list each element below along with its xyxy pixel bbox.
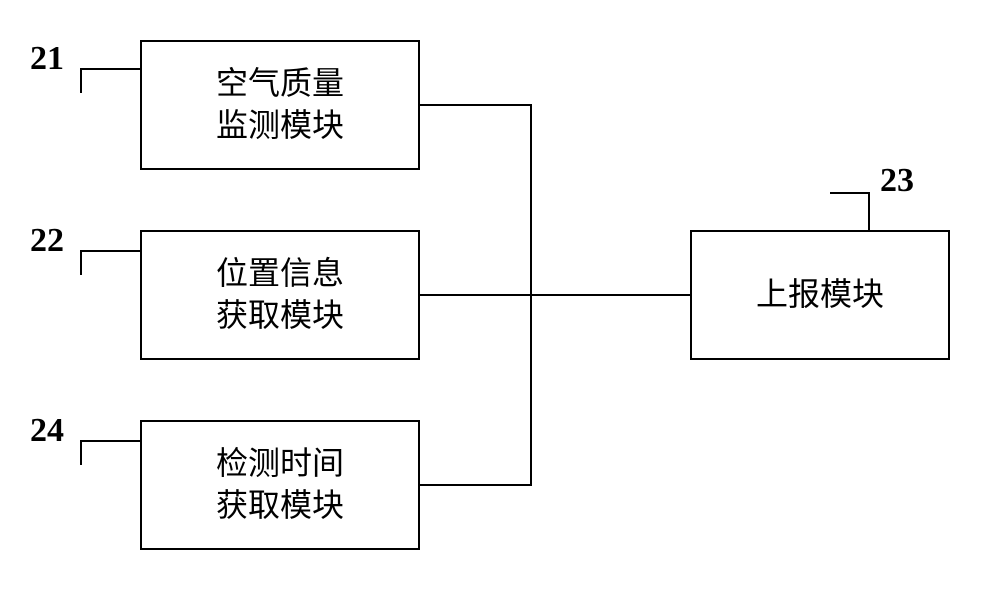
connector-vbus (530, 104, 532, 486)
node-location-info: 位置信息 获取模块 (140, 230, 420, 360)
node-text: 空气质量 监测模块 (216, 63, 344, 146)
label-23: 23 (880, 162, 914, 200)
node-text: 位置信息 获取模块 (216, 253, 344, 336)
callout-22 (80, 250, 140, 275)
callout-24 (80, 440, 140, 465)
node-line1: 上报模块 (756, 274, 884, 316)
callout-23 (830, 192, 870, 230)
connector-h1 (420, 104, 532, 106)
node-line1: 位置信息 (216, 253, 344, 295)
node-line2: 监测模块 (216, 105, 344, 147)
node-text: 上报模块 (756, 274, 884, 316)
connector-h2 (420, 294, 690, 296)
node-line1: 空气质量 (216, 63, 344, 105)
callout-21 (80, 68, 140, 93)
node-line1: 检测时间 (216, 443, 344, 485)
node-air-quality-monitor: 空气质量 监测模块 (140, 40, 420, 170)
label-21: 21 (30, 40, 64, 78)
connector-h3 (420, 484, 532, 486)
node-line2: 获取模块 (216, 485, 344, 527)
node-detection-time: 检测时间 获取模块 (140, 420, 420, 550)
label-24: 24 (30, 412, 64, 450)
label-22: 22 (30, 222, 64, 260)
node-text: 检测时间 获取模块 (216, 443, 344, 526)
node-line2: 获取模块 (216, 295, 344, 337)
node-report-module: 上报模块 (690, 230, 950, 360)
